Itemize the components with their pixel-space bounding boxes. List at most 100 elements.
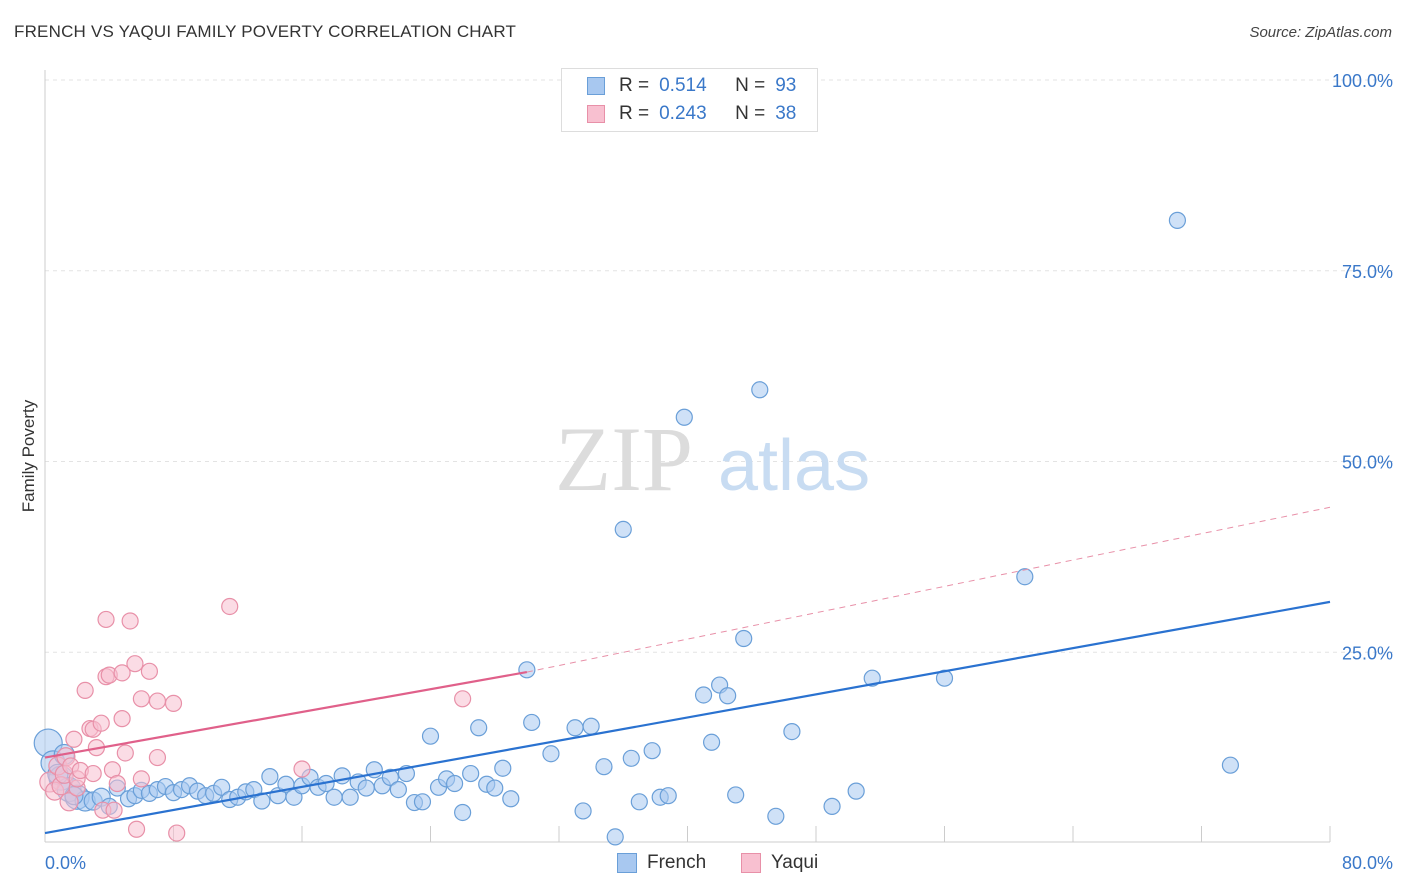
bottom-legend-swatch-french xyxy=(617,853,637,873)
data-points xyxy=(33,211,1240,846)
yaqui-point xyxy=(148,692,167,710)
french-point xyxy=(847,782,865,800)
yaqui-point xyxy=(221,597,239,616)
yaqui-point xyxy=(84,764,102,783)
french-point xyxy=(445,774,464,793)
french-point xyxy=(606,828,624,846)
french-point xyxy=(735,629,753,648)
yaqui-trend-line xyxy=(44,671,528,759)
y-axis-label: Family Poverty xyxy=(19,399,38,512)
legend-n-label: N = xyxy=(735,75,766,96)
watermark-atlas: atlas xyxy=(718,426,870,506)
french-point xyxy=(643,742,661,760)
french-point xyxy=(566,719,584,737)
legend-swatch-french xyxy=(587,77,605,95)
french-point xyxy=(494,759,512,777)
yaqui-point xyxy=(113,710,131,728)
french-point xyxy=(357,779,375,797)
yaqui-point xyxy=(454,690,472,708)
y-tick-label: 25.0% xyxy=(1342,643,1393,663)
x-tick-label: 0.0% xyxy=(45,853,86,873)
french-point xyxy=(261,768,279,786)
legend-r-label: R = xyxy=(619,103,650,124)
legend-n-label: N = xyxy=(735,103,766,124)
french-point xyxy=(486,779,504,797)
french-point xyxy=(1016,568,1034,586)
yaqui-point xyxy=(116,744,134,762)
french-point xyxy=(574,802,592,820)
french-point xyxy=(675,408,693,426)
french-point xyxy=(622,749,640,767)
yaqui-trend-extension xyxy=(526,506,1331,673)
yaqui-point xyxy=(121,612,139,630)
bottom-legend-yaqui: Yaqui xyxy=(741,852,818,874)
french-point xyxy=(727,786,745,804)
y-tick-label: 50.0% xyxy=(1342,453,1393,473)
yaqui-point xyxy=(132,690,150,708)
yaqui-point xyxy=(126,655,144,673)
french-point xyxy=(719,687,737,705)
x-tick-label: 80.0% xyxy=(1342,853,1393,873)
french-point xyxy=(213,778,231,796)
french-point xyxy=(702,733,721,751)
yaqui-point xyxy=(65,730,83,748)
french-point xyxy=(325,788,343,806)
french-point xyxy=(767,807,785,825)
bottom-legend-label-french: French xyxy=(647,852,707,873)
yaqui-point xyxy=(97,610,115,629)
french-point xyxy=(341,788,359,806)
yaqui-point xyxy=(59,792,79,812)
french-point xyxy=(413,793,432,811)
axes xyxy=(44,70,1331,843)
legend-r-value: 0.243 xyxy=(659,103,707,124)
yaqui-point xyxy=(148,748,167,767)
watermark: ZIP atlas xyxy=(555,408,870,510)
yaqui-point xyxy=(113,664,131,682)
legend-n-value: 93 xyxy=(775,75,797,96)
french-point xyxy=(1168,211,1187,229)
chart-title: FRENCH VS YAQUI FAMILY POVERTY CORRELATI… xyxy=(14,22,517,41)
french-point xyxy=(783,723,801,741)
yaqui-point xyxy=(108,774,126,793)
legend-swatch-yaqui xyxy=(587,105,605,123)
yaqui-point xyxy=(105,801,123,819)
y-tick-label: 75.0% xyxy=(1342,262,1393,282)
french-point xyxy=(582,717,600,735)
french-point xyxy=(470,719,488,737)
watermark-zip: ZIP xyxy=(555,408,693,510)
yaqui-point xyxy=(132,770,150,788)
french-point xyxy=(751,381,769,399)
trend-lines xyxy=(44,506,1331,835)
french-point xyxy=(694,686,713,704)
legend-row-yaqui: R = 0.243 N = 38 xyxy=(587,101,796,127)
legend: R = 0.514 N = 93 R = 0.243 N = 38 xyxy=(561,68,818,132)
yaqui-point xyxy=(127,820,146,838)
bottom-legend-label-yaqui: Yaqui xyxy=(771,852,819,873)
yaqui-point xyxy=(92,714,110,732)
french-point xyxy=(421,727,440,745)
yaqui-point xyxy=(293,760,311,778)
bottom-legend-swatch-yaqui xyxy=(741,853,761,873)
french-point xyxy=(614,520,632,539)
yaqui-point xyxy=(168,824,186,842)
french-point xyxy=(542,745,560,763)
y-tick-label: 100.0% xyxy=(1332,71,1393,91)
french-point xyxy=(381,768,399,786)
bottom-legend-french: French xyxy=(617,852,706,874)
yaqui-point xyxy=(76,681,94,700)
legend-n-value: 38 xyxy=(775,103,797,124)
grid-lines xyxy=(45,79,1395,653)
french-point xyxy=(659,787,677,805)
french-point xyxy=(502,790,520,808)
yaqui-point xyxy=(140,662,159,680)
tick-labels: 100.0% 75.0% 50.0% 25.0% 0.0% 80.0% xyxy=(45,71,1393,873)
french-point xyxy=(630,793,648,811)
french-point xyxy=(1221,756,1240,774)
legend-r-label: R = xyxy=(619,75,650,96)
french-point xyxy=(523,713,541,732)
yaqui-point xyxy=(164,694,183,712)
french-point xyxy=(863,669,881,687)
french-point xyxy=(454,803,472,822)
legend-row-french: R = 0.514 N = 93 xyxy=(587,73,796,99)
legend-r-value: 0.514 xyxy=(659,75,707,96)
